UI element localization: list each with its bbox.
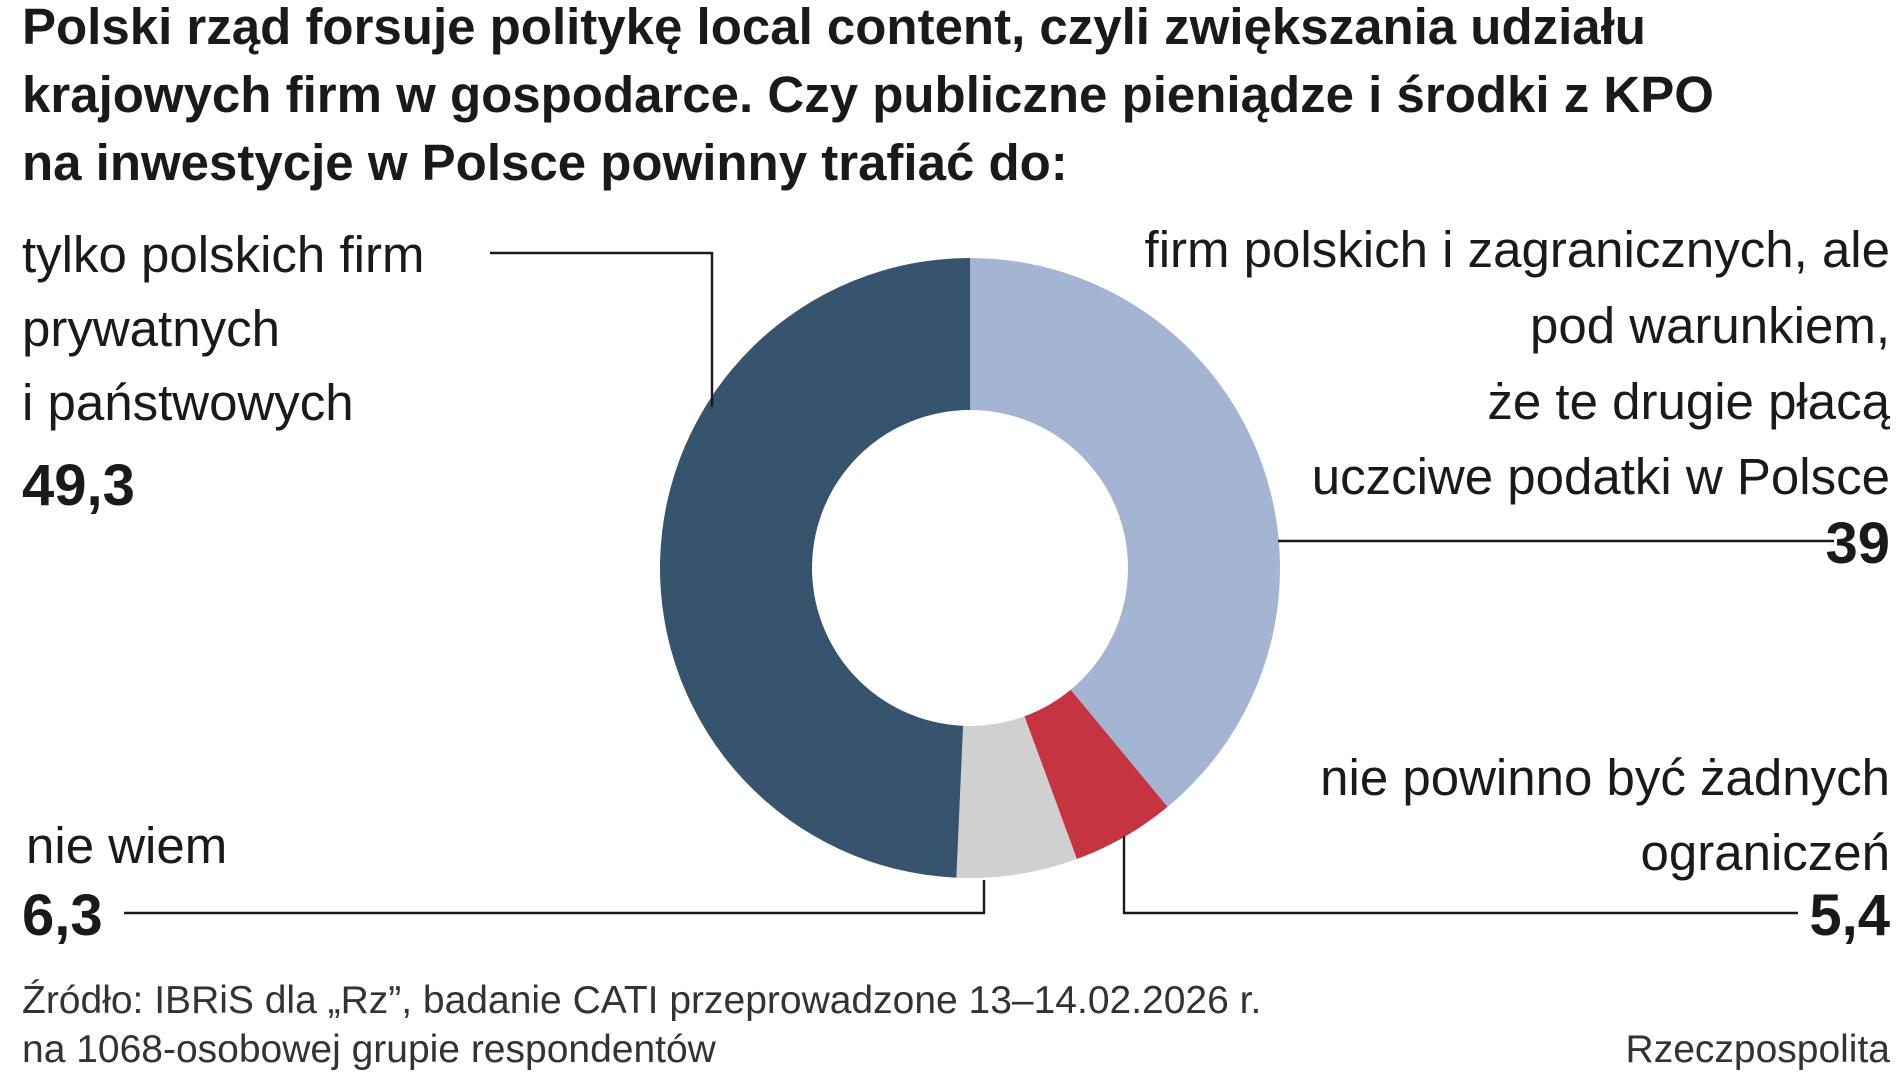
donut-slices bbox=[659, 258, 1280, 878]
donut-slice-polish-only bbox=[659, 258, 970, 878]
source-note-line-1: Źródło: IBRiS dla „Rz”, badanie CATI prz… bbox=[22, 979, 1261, 1022]
value-no-restrictions: 5,4 bbox=[1809, 883, 1890, 948]
chart-footer: Źródło: IBRiS dla „Rz”, badanie CATI prz… bbox=[22, 979, 1890, 1071]
label-polish-only: tylko polskich firm prywatnych i państwo… bbox=[22, 226, 424, 518]
label-no-restrictions-line-2: ograniczeń bbox=[1641, 824, 1891, 881]
label-polish-foreign-line-2: pod warunkiem, bbox=[1530, 297, 1890, 354]
label-dont-know-line-1: nie wiem bbox=[26, 817, 227, 874]
chart-title-line-3: na inwestycje w Polsce powinny trafiać d… bbox=[22, 134, 1068, 191]
label-polish-foreign-line-1: firm polskich i zagranicznych, ale bbox=[1145, 221, 1890, 278]
label-dont-know: nie wiem 6,3 bbox=[22, 817, 227, 948]
label-polish-foreign: firm polskich i zagranicznych, ale pod w… bbox=[1145, 221, 1891, 576]
label-no-restrictions-line-1: nie powinno być żadnych bbox=[1320, 749, 1890, 806]
publisher-credit: Rzeczpospolita bbox=[1626, 1028, 1891, 1071]
value-dont-know: 6,3 bbox=[22, 883, 103, 948]
label-polish-only-line-2: prywatnych bbox=[22, 300, 280, 357]
source-note-line-2: na 1068-osobowej grupie respondentów bbox=[22, 1028, 717, 1071]
chart-title-line-2: krajowych firm w gospodarce. Czy publicz… bbox=[22, 66, 1714, 123]
value-polish-foreign: 39 bbox=[1825, 511, 1890, 576]
donut-slice-no-restrictions bbox=[1024, 689, 1168, 860]
value-polish-only: 49,3 bbox=[22, 453, 135, 518]
leader-line-dont-know bbox=[124, 880, 986, 915]
leader-line-no-restrictions bbox=[1122, 836, 1798, 915]
label-polish-only-line-1: tylko polskich firm bbox=[22, 226, 424, 283]
label-polish-foreign-line-3: że te drugie płacą bbox=[1487, 373, 1890, 430]
donut-slice-polish-foreign bbox=[970, 258, 1280, 807]
leader-line-polish-only bbox=[490, 251, 714, 407]
label-polish-only-line-3: i państwowych bbox=[22, 374, 354, 431]
leader-lines bbox=[124, 251, 1834, 915]
donut-slice-dont-know bbox=[956, 716, 1077, 878]
chart-title-line-1: Polski rząd forsuje politykę local conte… bbox=[22, 0, 1646, 55]
label-no-restrictions: nie powinno być żadnych ograniczeń 5,4 bbox=[1320, 749, 1890, 948]
label-polish-foreign-line-4: uczciwe podatki w Polsce bbox=[1312, 448, 1890, 505]
chart-title: Polski rząd forsuje politykę local conte… bbox=[22, 0, 1714, 191]
